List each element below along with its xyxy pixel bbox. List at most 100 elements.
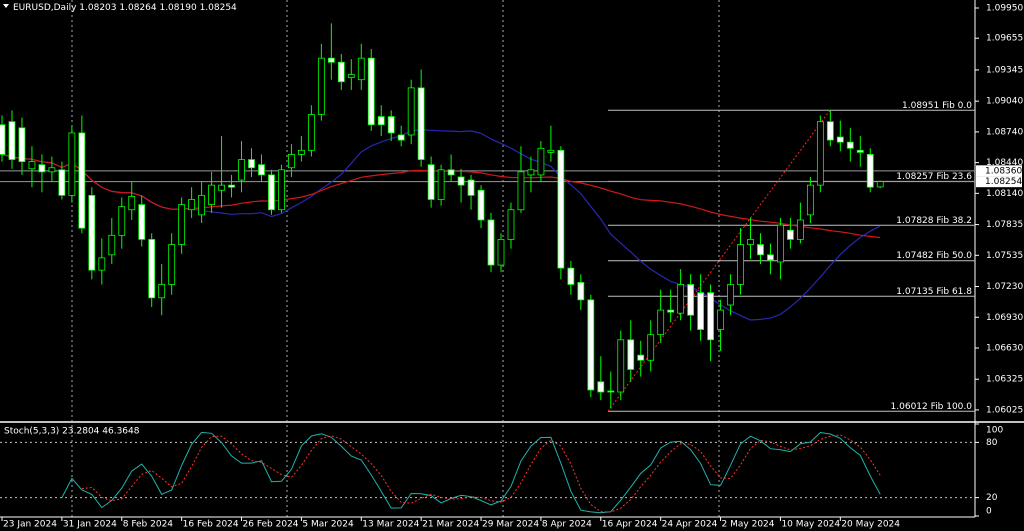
candle-body — [797, 219, 804, 240]
candle-body — [437, 169, 445, 200]
candle-body — [317, 57, 325, 115]
x-tick-label: 2 May 2024 — [722, 520, 775, 530]
y-tick-label: 1.09345 — [986, 65, 1023, 75]
stoch-main — [61, 431, 881, 514]
candle-body — [327, 57, 335, 63]
candle-body — [737, 244, 744, 285]
candle-body — [248, 159, 255, 169]
stochastic-title: Stoch(5,3,3) 23.2804 46.3648 — [4, 427, 140, 437]
candle-body — [717, 309, 724, 330]
high-value: 1.08264 — [119, 3, 156, 13]
candle-body — [637, 354, 645, 361]
chart-header: EURUSD,Daily 1.08203 1.08264 1.08190 1.0… — [13, 3, 237, 13]
menu-triangle[interactable] — [3, 4, 9, 8]
price-label: 1.08254 — [985, 177, 1022, 187]
candle-body — [467, 179, 475, 196]
x-tick-label: 16 Feb 2024 — [183, 520, 239, 530]
candle-body — [667, 309, 675, 313]
candle-body — [507, 209, 515, 240]
y-tick-label: 1.07835 — [986, 220, 1023, 230]
candle-body — [58, 169, 66, 196]
candle-body — [826, 121, 834, 141]
candle-body — [407, 87, 415, 136]
x-tick-label: 16 Apr 2024 — [602, 520, 658, 530]
candle-body — [38, 164, 46, 173]
candle-body — [258, 164, 265, 176]
close-value: 1.08254 — [200, 3, 237, 13]
x-tick-label: 8 Apr 2024 — [542, 520, 592, 530]
candle-body — [337, 61, 345, 83]
candle-body — [517, 171, 525, 211]
candle-body — [417, 87, 425, 160]
candle-body — [178, 204, 186, 245]
candle-body — [806, 184, 814, 216]
candle-body — [138, 204, 146, 240]
candle-body — [238, 159, 245, 181]
candle-body — [158, 284, 166, 299]
candle-body — [28, 161, 36, 170]
candle-body — [98, 257, 106, 271]
candle-body — [617, 339, 625, 393]
y-tick-label: 1.09040 — [986, 97, 1023, 107]
candle-body — [18, 127, 26, 163]
candle-body — [447, 169, 455, 176]
candle-body — [747, 239, 754, 245]
candle-body — [866, 154, 874, 188]
stoch-tick-label: 80 — [986, 438, 998, 448]
x-tick-label: 24 Apr 2024 — [662, 520, 718, 530]
candle-body — [647, 334, 655, 361]
x-tick-label: 21 Mar 2024 — [422, 520, 479, 530]
candle-body — [697, 292, 704, 330]
candle-body — [347, 74, 355, 79]
x-tick-label: 31 Jan 2024 — [63, 520, 117, 530]
candle-body — [487, 219, 495, 266]
candle-body — [537, 147, 545, 176]
candle-body — [8, 121, 16, 160]
candle-body — [78, 132, 86, 229]
candle-body — [687, 284, 695, 316]
y-tick-label: 1.07535 — [986, 251, 1023, 261]
y-tick-label: 1.07230 — [986, 282, 1023, 292]
candle-body — [657, 309, 665, 336]
price-label-box — [976, 165, 1022, 177]
candle-body — [387, 116, 395, 134]
y-tick-label: 1.08440 — [986, 158, 1023, 168]
candle-body — [846, 141, 854, 149]
candle-body — [527, 169, 535, 176]
candle-body — [208, 184, 215, 206]
candle-body — [547, 149, 555, 153]
candle-body — [228, 184, 235, 188]
candle-body — [477, 189, 485, 221]
candle-body — [0, 124, 6, 155]
fib-label: 1.06012 Fib 100.0 — [891, 402, 973, 412]
candle-body — [856, 149, 864, 153]
y-tick-label: 1.06325 — [986, 375, 1023, 385]
candle-body — [577, 282, 585, 301]
candle-body — [288, 154, 295, 169]
y-tick-label: 1.06630 — [986, 343, 1023, 353]
candle-body — [108, 234, 116, 256]
candle-body — [307, 114, 315, 151]
candle-body — [607, 390, 615, 393]
stoch-tick-label: 100 — [986, 426, 1003, 436]
y-tick-label: 1.06930 — [986, 313, 1023, 323]
candle-body — [707, 292, 714, 341]
candle-body — [876, 181, 884, 188]
candle-body — [587, 299, 595, 391]
candle-body — [397, 134, 405, 141]
candle-body — [148, 239, 156, 299]
candle-body — [727, 284, 734, 306]
candle-body — [497, 239, 505, 266]
symbol: EURUSD,Daily — [13, 3, 77, 13]
candle-body — [268, 174, 275, 211]
candle-body — [297, 149, 305, 155]
price-label-box — [976, 176, 1022, 188]
candle-body — [677, 284, 685, 314]
candle-body — [367, 57, 375, 126]
candle-body — [168, 244, 176, 285]
candle-body — [278, 169, 285, 211]
candle-body — [787, 229, 794, 240]
candle-body — [427, 164, 435, 200]
x-tick-label: 10 May 2024 — [781, 520, 840, 530]
x-tick-label: 13 Mar 2024 — [362, 520, 419, 530]
